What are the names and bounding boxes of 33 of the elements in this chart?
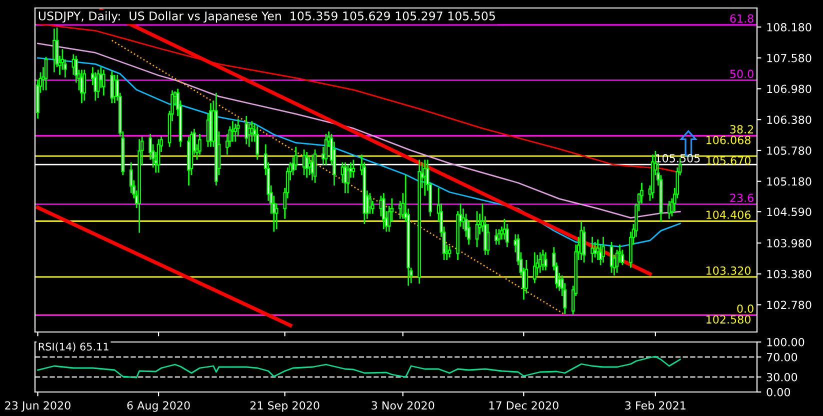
y-tick-label: 30.00 [766, 372, 798, 382]
y-tick-label: 106.380 [767, 116, 812, 124]
x-tick-label: 23 Jun 2020 [5, 401, 70, 412]
annotation: 0.0 [737, 304, 754, 313]
y-tick-label: 100.00 [767, 338, 804, 346]
ref-line-label: 105.505 [656, 154, 700, 162]
annotation: 23.6 [730, 194, 754, 202]
annotation: 61.8 [730, 14, 754, 23]
y-tick-label: 70.00 [766, 352, 798, 362]
chart-title: USDJPY, Daily: US Dollar vs Japanese Yen 105.359 105.629 105.297 105.505 [38, 11, 495, 23]
x-tick-label: 3 Nov 2020 [372, 401, 434, 410]
y-tick-label: 105.180 [767, 177, 812, 186]
y-tick-label: 106.980 [767, 84, 812, 94]
y-tick-label: 103.380 [767, 270, 812, 278]
y-tick-label: 107.580 [767, 54, 812, 62]
annotation: 50.0 [730, 70, 754, 78]
y-tick-label: 104.590 [767, 208, 812, 216]
y-tick-label: 105.780 [767, 146, 812, 155]
y-tick-label: 102.780 [767, 300, 812, 310]
x-tick-label: 3 Feb 2021 [625, 401, 686, 410]
ref-line-label: 104.406 [706, 210, 751, 219]
y-tick-label: 108.180 [767, 23, 812, 32]
chart-title: RSI(14) 65.11 [38, 342, 108, 352]
ref-line-label: 105.670 [706, 156, 750, 165]
x-tick-label: 21 Sep 2020 [250, 401, 320, 412]
ref-line-label: 103.320 [706, 266, 750, 275]
x-tick-label: 6 Aug 2020 [127, 401, 190, 412]
y-tick-label: 0.00 [766, 388, 790, 396]
x-tick-label: 17 Dec 2020 [489, 401, 558, 410]
y-tick-label: 103.980 [767, 239, 812, 248]
ref-line-label: 106.068 [706, 136, 750, 144]
ref-line-label: 102.580 [706, 315, 750, 324]
annotation: 38.2 [730, 125, 753, 134]
